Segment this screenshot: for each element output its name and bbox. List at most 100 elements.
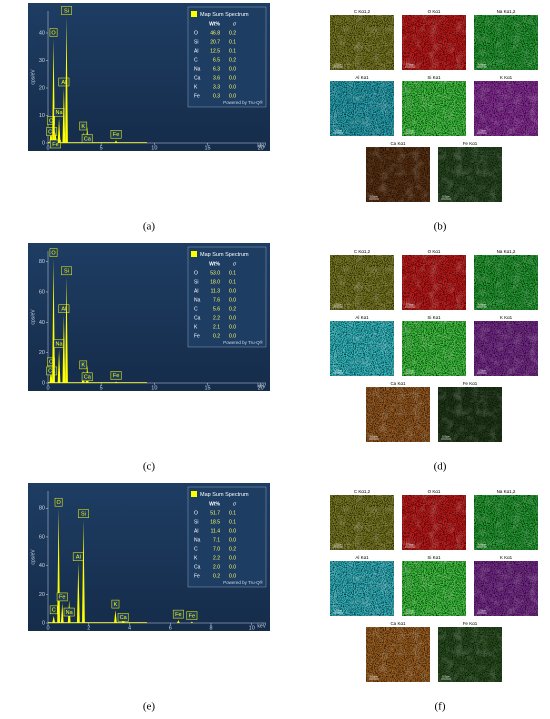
- peak-label: Fe: [113, 373, 119, 379]
- legend-column: σ: [233, 501, 237, 507]
- peak-label-box: [54, 497, 63, 507]
- legend-sigma: 0.0: [229, 84, 236, 90]
- scale-label: 100µm: [406, 304, 414, 307]
- peak-label-box: [78, 509, 89, 518]
- map-label: K Kα1: [500, 75, 513, 80]
- peak-label: Na: [56, 341, 64, 347]
- map-highlight: [330, 15, 394, 70]
- y-axis-label: cps/eV: [30, 549, 36, 565]
- legend-wt: 7.6: [213, 297, 220, 303]
- legend-sigma: 0.0: [229, 555, 236, 561]
- map-label: Al Kα1: [355, 555, 369, 560]
- legend-wt: 53.0: [210, 270, 220, 276]
- legend-box: [187, 486, 267, 588]
- peak-label-box: [56, 592, 68, 602]
- y-tick-label: 40: [39, 563, 45, 569]
- legend-footer: Powered by Tru-Q®: [223, 339, 264, 345]
- peak-label: K: [114, 602, 118, 608]
- spectrum-chart: cps/eV keV 0 20 40 60 80 0 5 10 15 20 C Ca O Na Al Si K Ca F…: [28, 243, 270, 391]
- peak-label-box: [111, 599, 120, 609]
- peak-label: K: [81, 124, 85, 130]
- legend-element: K: [194, 555, 198, 561]
- map-label: Si Kα1: [427, 75, 441, 80]
- legend-footer: Powered by Tru-Q®: [223, 99, 264, 105]
- scale-label: 100µm: [334, 544, 342, 547]
- peak-label-box: [186, 611, 198, 620]
- legend-element: Ca: [194, 75, 201, 81]
- map-label: Fe Kα1: [463, 621, 478, 626]
- peak: [190, 621, 194, 623]
- legend-sigma: 0.0: [229, 528, 236, 534]
- peak-label: Ca: [48, 369, 56, 375]
- map-highlight: [330, 255, 394, 310]
- map-label: O Kα1: [428, 489, 441, 494]
- element-maps: C Kα1,2 100µm O Kα1 100µm Na Kα1,2 100µm Al Kα…: [330, 9, 538, 202]
- map-label: Al Kα1: [355, 75, 369, 80]
- map-label: Si Kα1: [427, 555, 441, 560]
- peak: [65, 276, 68, 383]
- x-axis-label: keV: [257, 143, 266, 149]
- peak-label-box: [117, 613, 129, 622]
- peak-label-box: [61, 266, 72, 276]
- map-label: Fe Kα1: [463, 381, 478, 386]
- legend-element: O: [194, 30, 198, 36]
- panel-caption: (b): [434, 221, 447, 233]
- map-highlight: [330, 321, 394, 376]
- peak: [114, 610, 117, 623]
- legend-sigma: 0.2: [229, 546, 236, 552]
- x-tick-label: 4: [128, 625, 131, 631]
- map-label: K Kα1: [500, 555, 513, 560]
- peak-label: C: [52, 608, 56, 614]
- peak-label: Si: [64, 8, 69, 14]
- map-highlight: [474, 495, 538, 550]
- peak-label: C: [49, 118, 53, 124]
- peak-label-box: [63, 607, 75, 617]
- map-highlight: [402, 81, 466, 136]
- peak-label-box: [58, 304, 70, 313]
- legend-element: Al: [194, 48, 198, 54]
- y-tick-label: 0: [42, 380, 45, 386]
- legend-wt: 0.2: [213, 333, 220, 339]
- map-highlight: [474, 561, 538, 616]
- legend-element: Ca: [194, 315, 201, 321]
- peak-label: Si: [64, 269, 69, 275]
- legend-box: [187, 246, 267, 348]
- legend-element: O: [194, 510, 198, 516]
- peak: [57, 118, 61, 143]
- peak: [52, 258, 55, 383]
- y-axis-label: cps/eV: [30, 69, 36, 85]
- panel-caption: (e): [143, 701, 156, 713]
- legend-wt: 2.0: [213, 564, 220, 570]
- legend-element: Ca: [194, 564, 201, 570]
- legend-sigma: 0.0: [229, 333, 236, 339]
- x-tick-label: 2: [87, 625, 90, 631]
- legend-wt: 0.3: [213, 93, 220, 99]
- map-label: Ca Kα1: [390, 381, 406, 386]
- map-highlight: [474, 15, 538, 70]
- legend-element: C: [194, 546, 198, 552]
- legend-element: C: [194, 306, 198, 312]
- y-tick-label: 60: [39, 289, 45, 295]
- legend-sigma: 0.0: [229, 315, 236, 321]
- legend-wt: 46.8: [210, 30, 220, 36]
- peak: [114, 381, 118, 383]
- map-label: O Kα1: [428, 9, 441, 14]
- peak-label-box: [79, 121, 88, 131]
- x-tick-label: 20: [258, 145, 264, 151]
- peak-label: Ca: [120, 615, 128, 621]
- legend-sigma: 0.1: [229, 48, 236, 54]
- y-tick-label: 20: [39, 592, 45, 598]
- peak-label: O: [51, 30, 56, 36]
- scale-label: 100µm: [334, 610, 342, 613]
- peak-label-box: [81, 134, 93, 143]
- map-label: Al Kα1: [355, 315, 369, 320]
- legend-sigma: 0.1: [229, 279, 236, 285]
- legend-element: K: [194, 324, 198, 330]
- legend-sigma: 0.0: [229, 288, 236, 294]
- peak-label: Fe: [113, 132, 119, 138]
- legend-wt: 20.7: [210, 39, 220, 45]
- scale-label: 100µm: [478, 64, 486, 67]
- y-tick-label: 0: [42, 140, 45, 146]
